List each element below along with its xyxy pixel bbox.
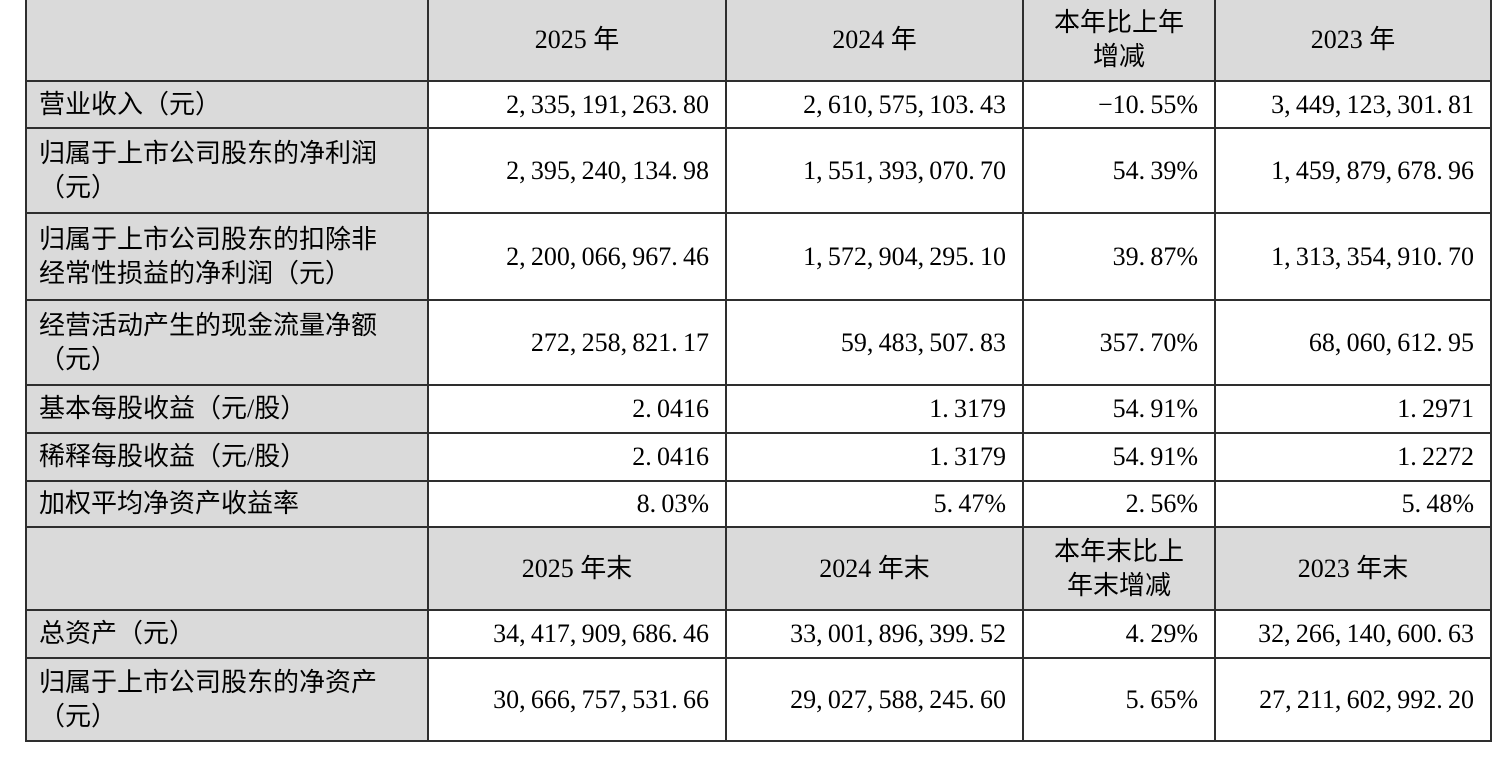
metric-value: 32, 266, 140, 600. 63	[1216, 611, 1490, 657]
metric-value: −10. 55%	[1024, 82, 1214, 127]
metric-value: 1, 459, 879, 678. 96	[1216, 129, 1490, 212]
metric-value: 39. 87%	[1024, 214, 1214, 299]
metric-label: 加权平均净资产收益率	[27, 482, 427, 526]
metric-value: 357. 70%	[1024, 301, 1214, 384]
column-header-2023: 2023 年	[1216, 0, 1490, 80]
metric-label: 归属于上市公司股东的扣除非 经常性损益的净利润（元）	[27, 214, 427, 299]
metric-value: 272, 258, 821. 17	[429, 301, 725, 384]
metric-value: 1. 2971	[1216, 386, 1490, 432]
metric-value: 59, 483, 507. 83	[727, 301, 1022, 384]
metric-value: 1. 3179	[727, 434, 1022, 480]
metric-value: 2, 335, 191, 263. 80	[429, 82, 725, 127]
metric-value: 5. 47%	[727, 482, 1022, 526]
metric-value: 3, 449, 123, 301. 81	[1216, 82, 1490, 127]
metric-value: 1, 313, 354, 910. 70	[1216, 214, 1490, 299]
column-header-2024-end: 2024 年末	[727, 528, 1022, 609]
metric-value: 68, 060, 612. 95	[1216, 301, 1490, 384]
metric-label: 营业收入（元）	[27, 82, 427, 127]
metric-label: 归属于上市公司股东的净资产 （元）	[27, 659, 427, 740]
metric-value: 1. 3179	[727, 386, 1022, 432]
metric-label: 归属于上市公司股东的净利润 （元）	[27, 129, 427, 212]
metric-value: 2. 0416	[429, 386, 725, 432]
column-header-yearend-change: 本年末比上 年末增减	[1024, 528, 1214, 609]
column-header-yoy-change: 本年比上年 增减	[1024, 0, 1214, 80]
metric-value: 2, 200, 066, 967. 46	[429, 214, 725, 299]
column-header-2023-end: 2023 年末	[1216, 528, 1490, 609]
column-header-2024: 2024 年	[727, 0, 1022, 80]
metric-value: 33, 001, 896, 399. 52	[727, 611, 1022, 657]
metric-value: 54. 91%	[1024, 386, 1214, 432]
metric-value: 54. 91%	[1024, 434, 1214, 480]
metric-value: 30, 666, 757, 531. 66	[429, 659, 725, 740]
metric-label: 稀释每股收益（元/股）	[27, 434, 427, 480]
metric-label: 总资产（元）	[27, 611, 427, 657]
metric-value: 1, 551, 393, 070. 70	[727, 129, 1022, 212]
metric-label: 基本每股收益（元/股）	[27, 386, 427, 432]
metric-value: 29, 027, 588, 245. 60	[727, 659, 1022, 740]
metric-value: 27, 211, 602, 992. 20	[1216, 659, 1490, 740]
column-header-2025-end: 2025 年末	[429, 528, 725, 609]
corner-cell	[27, 0, 427, 80]
metric-value: 34, 417, 909, 686. 46	[429, 611, 725, 657]
financial-summary-table: 2025 年 2024 年 本年比上年 增减 2023 年 营业收入（元） 2,…	[25, 0, 1492, 742]
metric-value: 4. 29%	[1024, 611, 1214, 657]
metric-value: 2. 56%	[1024, 482, 1214, 526]
metric-value: 5. 48%	[1216, 482, 1490, 526]
corner-cell	[27, 528, 427, 609]
metric-value: 2, 395, 240, 134. 98	[429, 129, 725, 212]
metric-value: 5. 65%	[1024, 659, 1214, 740]
metric-value: 2, 610, 575, 103. 43	[727, 82, 1022, 127]
metric-value: 8. 03%	[429, 482, 725, 526]
metric-value: 54. 39%	[1024, 129, 1214, 212]
metric-value: 1, 572, 904, 295. 10	[727, 214, 1022, 299]
metric-value: 2. 0416	[429, 434, 725, 480]
metric-value: 1. 2272	[1216, 434, 1490, 480]
metric-label: 经营活动产生的现金流量净额 （元）	[27, 301, 427, 384]
column-header-2025: 2025 年	[429, 0, 725, 80]
